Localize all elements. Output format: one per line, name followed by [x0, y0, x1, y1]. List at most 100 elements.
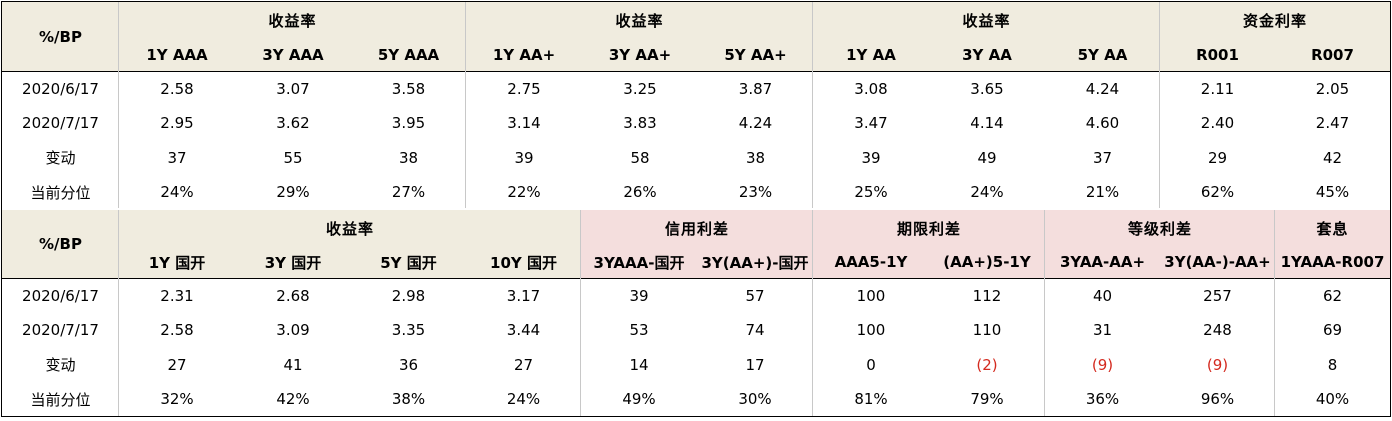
table-cell: (2) [976, 355, 998, 374]
bottom-col-header: 1Y 国开 [148, 253, 206, 272]
table-cell: 57 [745, 287, 765, 306]
table-cell: 55 [283, 148, 303, 167]
top-vsep [118, 2, 119, 208]
bottom-col-header: 10Y 国开 [490, 253, 557, 272]
top-section: %/BP 收益率 收益率 收益率 资金利率 1Y AAA 3Y AAA 5Y A… [2, 2, 1390, 212]
top-col-header: 1Y AA+ [492, 45, 556, 64]
table-cell: 53 [629, 321, 649, 340]
row-label: 2020/6/17 [22, 287, 99, 306]
table-cell: 36 [398, 355, 419, 374]
table-cell: 25% [854, 183, 888, 202]
table-cell: 32% [160, 390, 194, 409]
top-col-header: R001 [1196, 45, 1239, 64]
table-cell: (9) [1091, 355, 1114, 374]
table-cell: 38 [745, 148, 766, 167]
table-cell: 3.08 [854, 80, 888, 99]
table-cell: 41 [283, 355, 303, 374]
table-cell: 69 [1322, 321, 1343, 340]
row-label: 当前分位 [30, 183, 91, 202]
table-cell: 4.24 [738, 114, 773, 133]
bottom-group-carry: 套息 [1316, 219, 1349, 238]
table-cell: 29% [276, 183, 310, 202]
top-header-bg [2, 2, 1390, 71]
table-cell: 17 [745, 355, 765, 374]
top-col-header: 5Y AAA [377, 45, 440, 64]
table-cell: 110 [972, 321, 1002, 340]
bottom-col-header: 5Y 国开 [380, 253, 437, 272]
table-cell: 2.47 [1315, 114, 1350, 133]
row-label: 2020/6/17 [22, 80, 99, 99]
table-cell: 39 [629, 287, 649, 306]
table-cell: 2.98 [391, 287, 426, 306]
top-col-header: 3Y AA [962, 45, 1012, 64]
table-cell: 100 [856, 287, 886, 306]
table-cell: 2.58 [160, 80, 194, 99]
bottom-col-header: (AA+)5-1Y [943, 253, 1031, 271]
top-col-header: 1Y AA [846, 45, 896, 64]
table-cell: 112 [972, 287, 1002, 306]
table-cell: 3.07 [276, 80, 310, 99]
table-cell: 3.47 [854, 114, 888, 133]
table-cell: 42% [276, 390, 310, 409]
table-cell: 2.75 [507, 80, 541, 99]
table-cell: 2.95 [160, 114, 194, 133]
top-col-header: R007 [1311, 45, 1354, 64]
table-cell: 27 [167, 355, 187, 374]
row-label: 2020/7/17 [22, 114, 99, 133]
table-cell: 100 [856, 321, 886, 340]
table-cell: 3.58 [391, 80, 426, 99]
top-col-header: 1Y AAA [146, 45, 208, 64]
top-group-yield-aa: 收益率 [962, 11, 1011, 30]
table-cell: 3.17 [506, 287, 541, 306]
bottom-group-yield: 收益率 [325, 219, 374, 238]
table-cell: 26% [623, 183, 657, 202]
table-cell: 3.44 [506, 321, 541, 340]
table-cell: 2.05 [1315, 80, 1350, 99]
top-group-funding-rate: 资金利率 [1242, 11, 1307, 30]
table-cell: 62 [1322, 287, 1343, 306]
table-cell: 248 [1203, 321, 1232, 340]
top-header-divider [2, 71, 1390, 72]
bottom-group-rating-spread: 等级利差 [1127, 219, 1192, 238]
table-cell: 4.14 [970, 114, 1004, 133]
row-label: 变动 [45, 149, 76, 168]
bottom-header-bg [2, 210, 581, 278]
bottom-vsep [1274, 210, 1275, 416]
table-cell: 0 [866, 355, 876, 374]
bottom-header-divider [2, 278, 1390, 279]
table-cell: 37 [1092, 148, 1113, 167]
table-cell: 3.62 [276, 114, 310, 133]
top-group-yield-aaplus: 收益率 [615, 11, 664, 30]
bottom-col-header: 3Y(AA-)-AA+ [1164, 253, 1271, 271]
table-cell: 8 [1327, 355, 1338, 374]
table-cell: 2.11 [1200, 80, 1235, 99]
bottom-col-header: 3Y(AA+)-国开 [701, 253, 809, 272]
table-cell: 74 [745, 321, 765, 340]
table-cell: 31 [1092, 321, 1113, 340]
table-cell: 39 [514, 148, 534, 167]
top-vsep [465, 2, 466, 208]
row-label: 2020/7/17 [22, 321, 99, 340]
bottom-col-header: 3Y 国开 [264, 253, 322, 272]
top-corner-label: %/BP [39, 27, 82, 46]
bottom-col-header: 1YAAA-R007 [1280, 253, 1385, 271]
table-cell: (9) [1206, 355, 1229, 374]
table-cell: 37 [167, 148, 187, 167]
table-cell: 45% [1315, 183, 1350, 202]
bottom-col-header: 3YAAA-国开 [593, 253, 685, 272]
bottom-corner-label: %/BP [39, 235, 82, 253]
bottom-vsep [118, 210, 119, 416]
bottom-vsep [580, 210, 581, 416]
table-cell: 14 [629, 355, 649, 374]
bottom-col-header: AAA5-1Y [834, 253, 908, 271]
table-cell: 257 [1203, 287, 1232, 306]
table-cell: 4.60 [1085, 114, 1120, 133]
table-cell: 27 [513, 355, 534, 374]
table-cell: 30% [738, 390, 772, 409]
table-cell: 29 [1207, 148, 1228, 167]
top-col-header: 5Y AA [1077, 45, 1128, 64]
bottom-group-credit-spread: 信用利差 [664, 219, 729, 238]
table-cell: 49% [622, 390, 656, 409]
table-cell: 24% [970, 183, 1004, 202]
top-col-header: 3Y AA+ [608, 45, 672, 64]
